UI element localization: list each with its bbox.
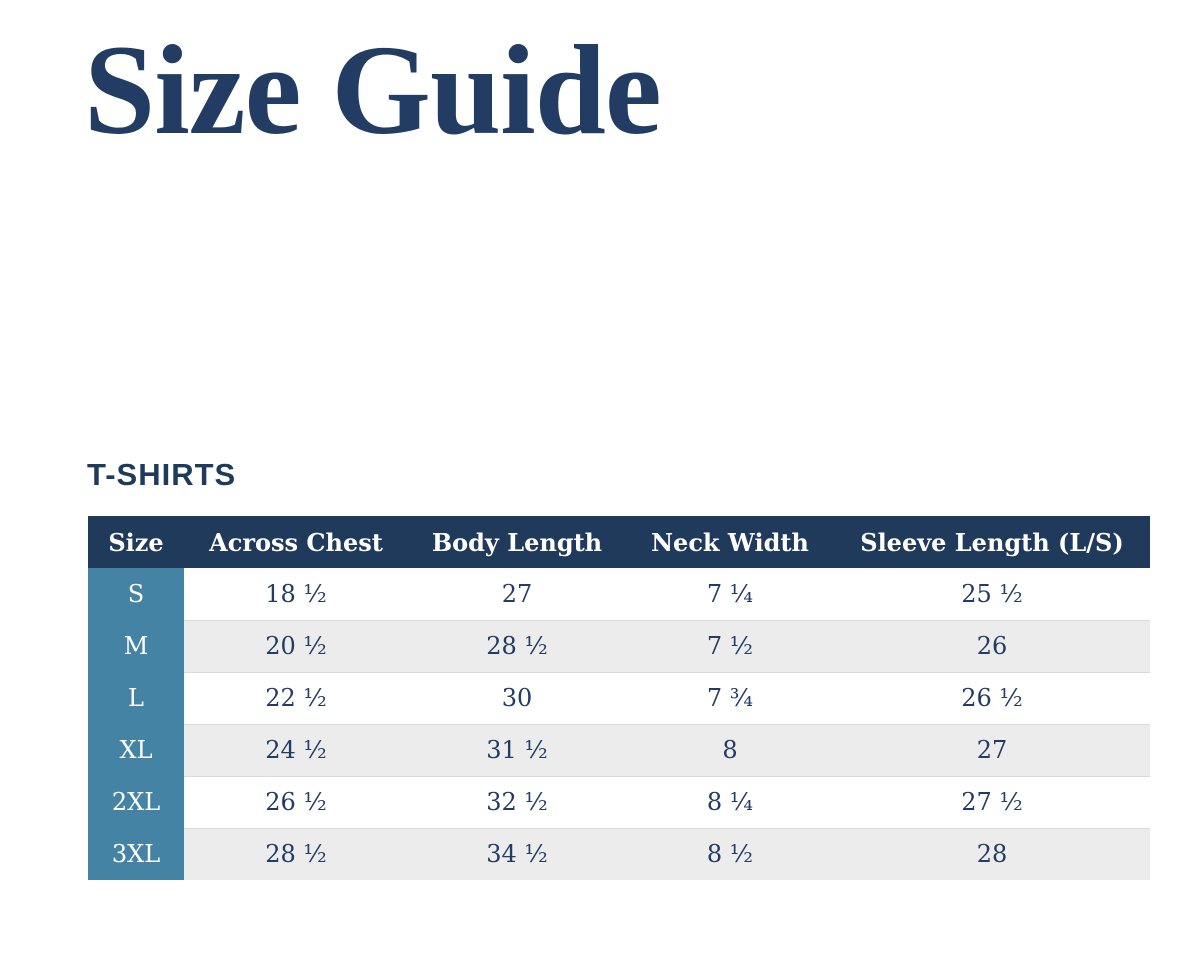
data-cell: 20 ½: [184, 620, 408, 673]
data-cell: 31 ½: [408, 724, 626, 777]
data-cell: 7 ¾: [626, 672, 834, 725]
data-cell: 27 ½: [834, 776, 1150, 829]
column-header-neck-width: Neck Width: [626, 516, 834, 568]
data-cell: 32 ½: [408, 776, 626, 829]
table-row: S 18 ½ 27 7 ¼ 25 ½: [88, 568, 1150, 621]
data-cell: 8 ¼: [626, 776, 834, 829]
size-table: Size Across Chest Body Length Neck Width…: [88, 516, 1150, 880]
table-row: 3XL 28 ½ 34 ½ 8 ½ 28: [88, 828, 1150, 880]
column-header-size: Size: [88, 516, 184, 568]
section-heading-tshirts: T-SHIRTS: [87, 457, 237, 492]
data-cell: 27: [834, 724, 1150, 777]
data-cell: 28 ½: [408, 620, 626, 673]
column-header-body-length: Body Length: [408, 516, 626, 568]
data-cell: 7 ½: [626, 620, 834, 673]
data-cell: 34 ½: [408, 828, 626, 880]
data-cell: 28 ½: [184, 828, 408, 880]
table-row: M 20 ½ 28 ½ 7 ½ 26: [88, 620, 1150, 673]
data-cell: 26 ½: [834, 672, 1150, 725]
size-cell: 3XL: [88, 828, 184, 880]
data-cell: 8 ½: [626, 828, 834, 880]
table-header-row: Size Across Chest Body Length Neck Width…: [88, 516, 1150, 568]
table-row: L 22 ½ 30 7 ¾ 26 ½: [88, 672, 1150, 725]
size-cell: M: [88, 620, 184, 672]
size-cell: 2XL: [88, 776, 184, 828]
data-cell: 28: [834, 828, 1150, 880]
data-cell: 22 ½: [184, 672, 408, 725]
data-cell: 7 ¼: [626, 568, 834, 621]
table-row: 2XL 26 ½ 32 ½ 8 ¼ 27 ½: [88, 776, 1150, 829]
size-cell: L: [88, 672, 184, 724]
data-cell: 8: [626, 724, 834, 777]
data-cell: 30: [408, 672, 626, 725]
data-cell: 27: [408, 568, 626, 621]
size-cell: XL: [88, 724, 184, 776]
column-header-sleeve-length: Sleeve Length (L/S): [834, 516, 1150, 568]
data-cell: 24 ½: [184, 724, 408, 777]
column-header-across-chest: Across Chest: [184, 516, 408, 568]
table-row: XL 24 ½ 31 ½ 8 27: [88, 724, 1150, 777]
data-cell: 26: [834, 620, 1150, 673]
data-cell: 18 ½: [184, 568, 408, 621]
data-cell: 25 ½: [834, 568, 1150, 621]
page-title: Size Guide: [84, 19, 662, 161]
data-cell: 26 ½: [184, 776, 408, 829]
size-cell: S: [88, 568, 184, 620]
